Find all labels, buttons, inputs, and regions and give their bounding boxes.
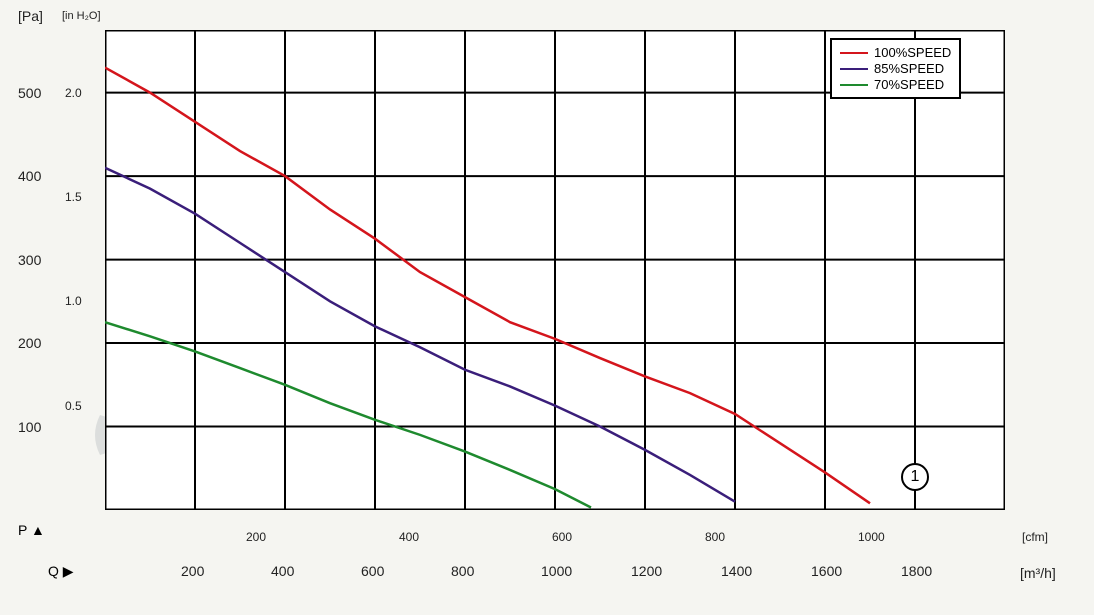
y-axis-inh2o-label: [in H₂O] — [62, 10, 101, 22]
y-tick-pa: 200 — [18, 335, 41, 351]
x-tick-cfm: 400 — [399, 530, 419, 544]
p-axis-marker: P ▲ — [18, 522, 45, 538]
x-tick-cfm: 200 — [246, 530, 266, 544]
y-axis-pa-label: [Pa] — [18, 8, 43, 24]
legend: 100%SPEED85%SPEED70%SPEED — [830, 38, 961, 99]
x-tick-m3h: 600 — [361, 563, 384, 579]
x-tick-m3h: 200 — [181, 563, 204, 579]
y-tick-inh2o: 2.0 — [65, 86, 82, 100]
x-tick-cfm: 800 — [705, 530, 725, 544]
legend-row: 70%SPEED — [840, 77, 951, 92]
legend-swatch — [840, 52, 868, 54]
legend-swatch — [840, 68, 868, 70]
legend-swatch — [840, 84, 868, 86]
plot-area — [105, 30, 1005, 510]
y-tick-pa: 300 — [18, 252, 41, 268]
x-axis-cfm-label: [cfm] — [1022, 530, 1048, 544]
x-tick-m3h: 1800 — [901, 563, 932, 579]
x-tick-cfm: 1000 — [858, 530, 885, 544]
y-tick-pa: 500 — [18, 85, 41, 101]
x-tick-m3h: 1400 — [721, 563, 752, 579]
annotation-1: 1 — [901, 463, 929, 491]
legend-row: 100%SPEED — [840, 45, 951, 60]
x-tick-m3h: 1000 — [541, 563, 572, 579]
fan-curve-chart: VENTEL [Pa] [in H₂O] [m³/h] [cfm] P ▲ Q … — [0, 0, 1094, 615]
x-tick-m3h: 1200 — [631, 563, 662, 579]
legend-row: 85%SPEED — [840, 61, 951, 76]
legend-label: 100%SPEED — [874, 45, 951, 60]
legend-label: 70%SPEED — [874, 77, 944, 92]
y-tick-inh2o: 1.0 — [65, 294, 82, 308]
y-tick-pa: 100 — [18, 419, 41, 435]
x-tick-m3h: 400 — [271, 563, 294, 579]
x-tick-m3h: 800 — [451, 563, 474, 579]
x-tick-m3h: 1600 — [811, 563, 842, 579]
legend-label: 85%SPEED — [874, 61, 944, 76]
y-tick-pa: 400 — [18, 168, 41, 184]
y-tick-inh2o: 1.5 — [65, 190, 82, 204]
x-tick-cfm: 600 — [552, 530, 572, 544]
y-tick-inh2o: 0.5 — [65, 399, 82, 413]
q-axis-marker: Q ▶ — [48, 563, 74, 580]
x-axis-m3h-label: [m³/h] — [1020, 565, 1056, 581]
